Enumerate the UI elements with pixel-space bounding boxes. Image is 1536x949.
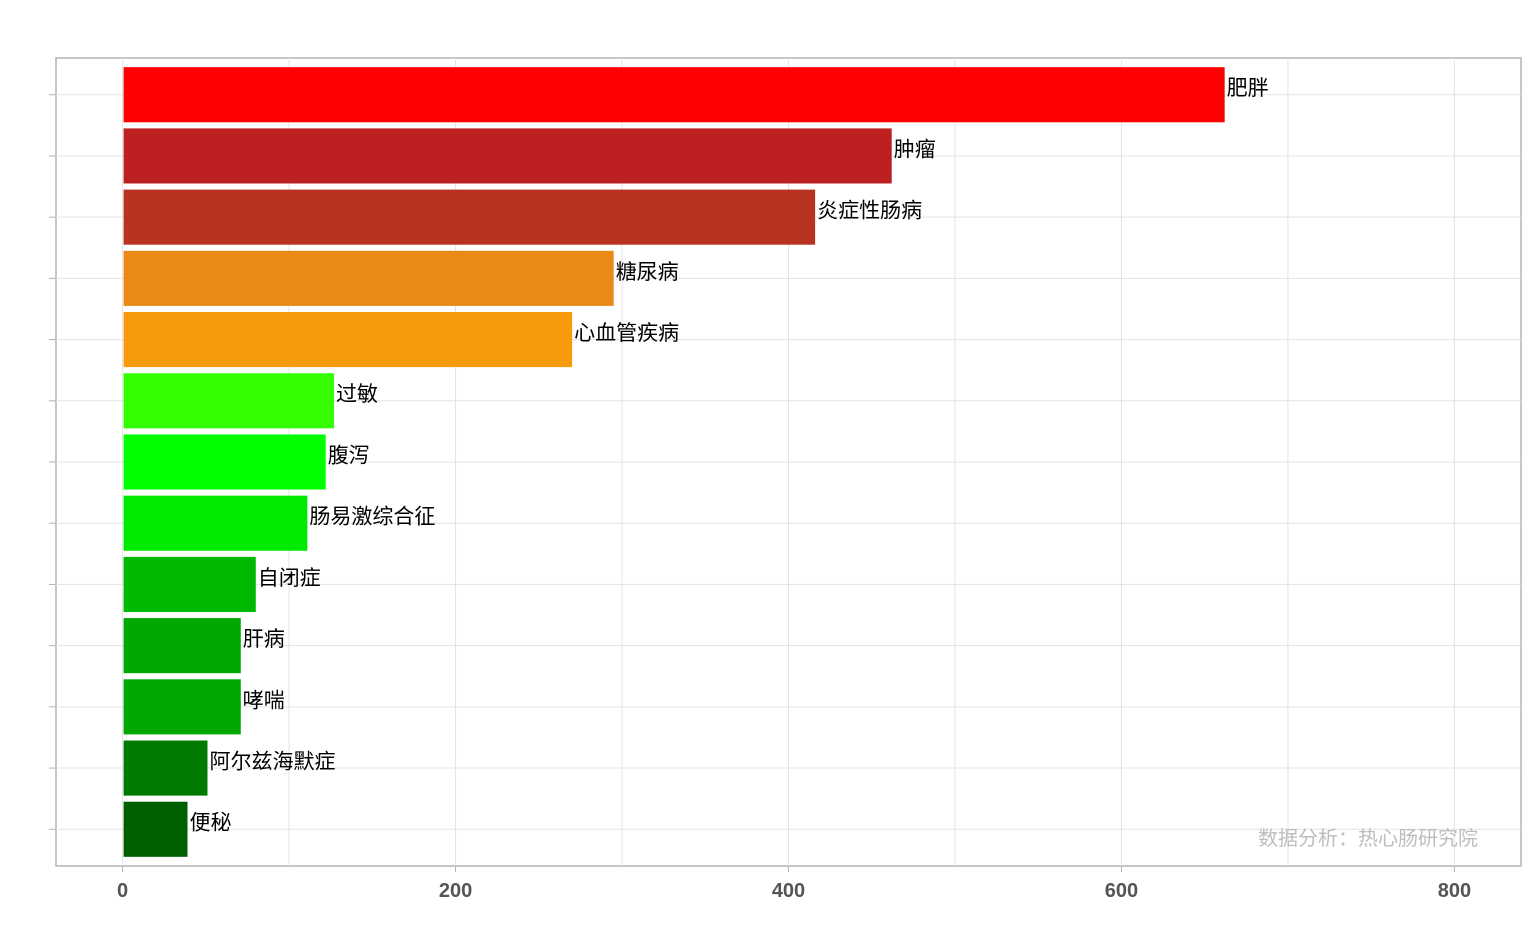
x-axis-tick-labels: 0 200 400 600 800 [117,866,1471,902]
bar-label: 便秘 [190,811,232,835]
bar-label: 腹泻 [328,443,370,467]
bar [123,801,188,857]
bars [123,67,1225,857]
bar [123,495,308,551]
x-axis-tick-label: 600 [1105,880,1138,902]
bar-label: 肿瘤 [894,137,936,161]
bar-label: 糖尿病 [616,260,679,284]
bar [123,434,326,490]
watermark-text: 数据分析：热心肠研究院 [1258,826,1478,850]
bar [123,128,892,184]
bar [123,67,1225,123]
bar [123,740,208,796]
bar-label: 过敏 [336,382,378,406]
bar-label: 肝病 [243,627,285,651]
bar-label: 自闭症 [258,566,321,590]
bar-label: 炎症性肠病 [817,199,922,223]
bar [123,189,816,245]
bar-label: 肠易激综合征 [309,505,435,529]
bar-labels: 肥胖肿瘤炎症性肠病糖尿病心血管疾病过敏腹泻肠易激综合征自闭症肝病哮喘阿尔兹海默症… [190,76,1269,835]
bar-label: 哮喘 [243,688,285,712]
bar [123,556,256,612]
bar-label: 肥胖 [1227,76,1269,100]
x-axis-tick-label: 0 [117,880,128,902]
x-axis-tick-label: 400 [772,880,805,902]
y-axis-ticks [49,94,56,830]
bar [123,312,573,368]
bar [123,373,335,429]
bar-label: 心血管疾病 [574,321,679,345]
bar [123,618,241,674]
bar-label: 阿尔兹海默症 [209,750,335,774]
x-axis-tick-label: 200 [439,880,472,902]
bar [123,250,614,306]
bar [123,679,241,735]
x-axis-tick-label: 800 [1438,880,1471,902]
